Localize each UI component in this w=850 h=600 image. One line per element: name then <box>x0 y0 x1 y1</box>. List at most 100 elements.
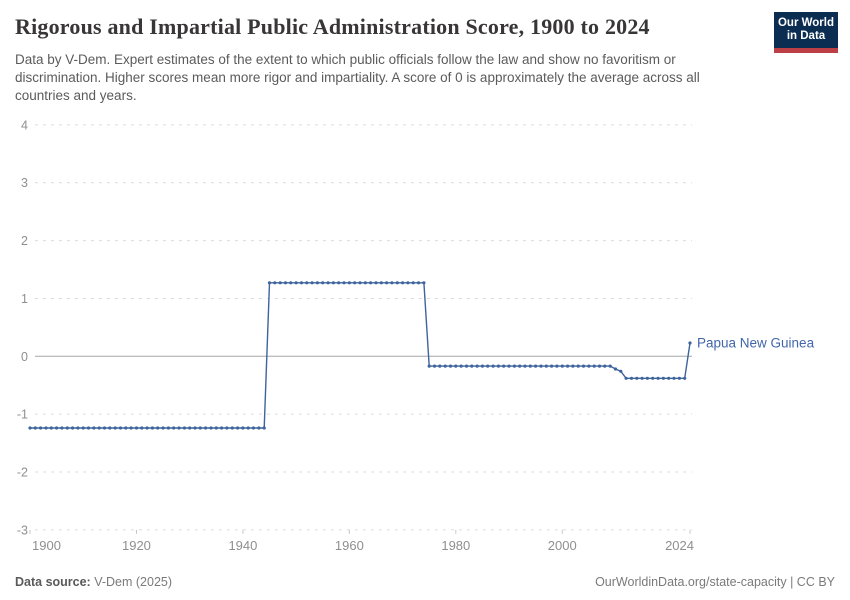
data-point <box>544 364 548 368</box>
data-point <box>401 281 405 285</box>
y-axis-label--1: -1 <box>17 408 28 422</box>
chart-subtitle: Data by V-Dem. Expert estimates of the e… <box>15 52 700 103</box>
data-point <box>677 376 682 380</box>
data-point <box>182 426 186 430</box>
chart-footer: Data source: V-Dem (2025) OurWorldinData… <box>15 575 835 589</box>
data-point <box>28 426 32 430</box>
data-point <box>523 364 527 368</box>
data-point <box>39 426 43 430</box>
data-point <box>480 364 484 368</box>
data-point <box>108 426 112 430</box>
x-axis-label-1940: 1940 <box>228 538 257 553</box>
data-point <box>438 364 442 368</box>
data-point <box>326 281 330 285</box>
data-point <box>550 364 554 368</box>
data-point <box>251 426 256 430</box>
data-point <box>81 426 85 430</box>
x-axis-label-1920: 1920 <box>122 538 151 553</box>
y-axis-label--3: -3 <box>17 523 28 537</box>
data-point <box>459 364 463 368</box>
data-point <box>220 426 224 430</box>
data-point <box>613 367 618 371</box>
data-point <box>688 341 692 345</box>
data-point <box>640 376 644 380</box>
data-point <box>395 281 399 285</box>
data-point <box>374 281 378 285</box>
data-point <box>656 376 660 380</box>
data-point <box>156 426 160 430</box>
data-point <box>166 426 170 430</box>
data-point <box>97 426 101 430</box>
data-point <box>204 426 208 430</box>
owid-logo[interactable]: Our World in Data <box>774 12 838 53</box>
data-point <box>305 281 309 285</box>
data-point <box>299 281 304 285</box>
data-point <box>321 281 325 285</box>
data-point <box>363 281 367 285</box>
data-point <box>44 426 48 430</box>
data-point <box>512 364 517 368</box>
data-point <box>443 364 447 368</box>
footer-link[interactable]: OurWorldinData.org/state-capacity | CC B… <box>595 575 835 589</box>
data-point <box>92 426 96 430</box>
data-point <box>150 426 154 430</box>
data-point <box>145 426 149 430</box>
data-point <box>193 426 197 430</box>
data-point <box>342 281 346 285</box>
data-point <box>49 426 53 430</box>
data-point <box>230 426 234 430</box>
data-point <box>496 364 500 368</box>
data-point <box>273 281 277 285</box>
data-point <box>619 369 623 373</box>
data-point <box>528 364 532 368</box>
y-axis-label--2: -2 <box>17 466 28 480</box>
data-point <box>624 376 628 380</box>
data-source-value: V-Dem (2025) <box>90 575 173 589</box>
data-point <box>65 426 69 430</box>
data-point <box>491 364 495 368</box>
data-point <box>454 364 458 368</box>
data-point <box>539 364 543 368</box>
data-point <box>353 281 357 285</box>
data-point <box>608 364 612 368</box>
y-axis-label-2: 2 <box>21 234 28 248</box>
data-point <box>262 426 266 430</box>
data-point <box>560 364 564 368</box>
series-label[interactable]: Papua New Guinea <box>697 335 815 350</box>
data-point <box>55 426 59 430</box>
data-point <box>225 426 229 430</box>
data-point <box>470 364 474 368</box>
data-point <box>236 426 240 430</box>
data-point <box>294 281 298 285</box>
data-point <box>416 281 421 285</box>
data-point <box>172 426 176 430</box>
data-point <box>241 426 245 430</box>
data-point <box>214 426 218 430</box>
data-point <box>310 281 314 285</box>
data-source-label: Data source: <box>15 575 91 589</box>
page-title: Rigorous and Impartial Public Administra… <box>15 14 650 39</box>
data-point <box>33 426 37 430</box>
data-point <box>645 376 650 380</box>
x-axis-label-1900: 1900 <box>32 538 61 553</box>
data-point <box>358 281 362 285</box>
x-axis-label-1980: 1980 <box>441 538 470 553</box>
y-axis-label-1: 1 <box>21 292 28 306</box>
data-point <box>390 281 394 285</box>
y-axis-label-3: 3 <box>21 176 28 190</box>
data-point <box>315 281 319 285</box>
data-point <box>571 364 575 368</box>
data-point <box>347 281 351 285</box>
data-point <box>267 281 272 285</box>
data-line[interactable] <box>30 282 691 429</box>
data-point <box>113 426 117 430</box>
data-point <box>198 426 202 430</box>
data-point <box>555 364 559 368</box>
x-axis-label-1960: 1960 <box>335 538 364 553</box>
x-axis-label-2000: 2000 <box>548 538 577 553</box>
data-point <box>464 364 469 368</box>
data-source: Data source: V-Dem (2025) <box>15 575 172 589</box>
data-point <box>331 281 335 285</box>
